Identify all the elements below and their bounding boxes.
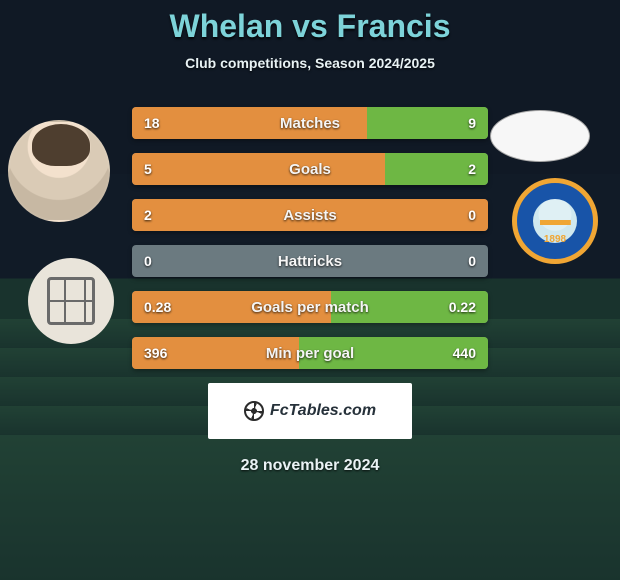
stat-label: Matches — [280, 115, 340, 132]
stat-right-value: 0 — [468, 245, 476, 277]
club-left-badge — [28, 258, 114, 344]
player-right-avatar — [490, 110, 590, 162]
soccer-ball-icon — [244, 401, 264, 421]
stat-row: 0 0 Hattricks — [132, 245, 488, 277]
stat-row: 5 2 Goals — [132, 153, 488, 185]
stat-left-value: 0 — [144, 245, 152, 277]
comparison-card: Whelan vs Francis Club competitions, Sea… — [0, 0, 620, 580]
stat-label: Hattricks — [278, 253, 342, 270]
player-left-avatar — [8, 120, 110, 222]
stat-row: 396 440 Min per goal — [132, 337, 488, 369]
stat-label: Goals — [289, 161, 331, 178]
stat-right-value: 2 — [468, 153, 476, 185]
stat-fill-left — [132, 153, 385, 185]
stat-left-value: 0.28 — [144, 291, 171, 323]
stat-left-value: 18 — [144, 107, 160, 139]
stat-label: Assists — [283, 207, 336, 224]
competition-subtitle: Club competitions, Season 2024/2025 — [0, 55, 620, 71]
stat-row: 0.28 0.22 Goals per match — [132, 291, 488, 323]
stat-left-value: 396 — [144, 337, 167, 369]
stat-right-value: 0 — [468, 199, 476, 231]
stat-left-value: 5 — [144, 153, 152, 185]
stat-right-value: 0.22 — [449, 291, 476, 323]
source-brand-box: FcTables.com — [208, 383, 412, 439]
page-title: Whelan vs Francis — [0, 8, 620, 45]
gateshead-crest-icon — [47, 277, 95, 325]
stat-right-value: 9 — [468, 107, 476, 139]
stat-label: Goals per match — [251, 299, 369, 316]
club-right-badge: 1898 — [512, 178, 598, 264]
source-brand-label: FcTables.com — [270, 402, 376, 420]
comparison-table: 18 9 Matches 5 2 Goals 2 0 Assists 0 0 Hattricks 0.2… — [132, 107, 488, 369]
stat-row: 18 9 Matches — [132, 107, 488, 139]
stat-row: 2 0 Assists — [132, 199, 488, 231]
stat-label: Min per goal — [266, 345, 354, 362]
stat-right-value: 440 — [453, 337, 476, 369]
club-right-founded-year: 1898 — [517, 234, 593, 245]
snapshot-date: 28 november 2024 — [0, 457, 620, 475]
stat-left-value: 2 — [144, 199, 152, 231]
